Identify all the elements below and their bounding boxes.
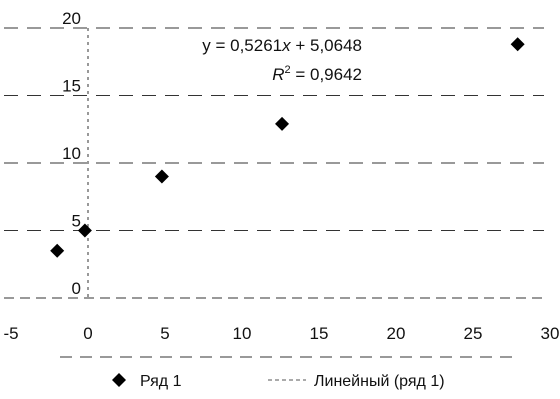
r-squared-value: = 0,9642 [291, 65, 362, 84]
r-squared-label: R2 = 0,9642 [272, 64, 362, 84]
equation-variable: x [281, 36, 291, 55]
legend-series-label: Ряд 1 [140, 373, 182, 390]
legend-marker-icon [112, 373, 126, 387]
x-tick-label: 10 [233, 324, 252, 343]
trendline-equation: y = 0,5261x + 5,0648 [202, 36, 362, 55]
y-tick-label: 15 [62, 77, 81, 96]
legend-trendline-label: Линейный (ряд 1) [314, 373, 445, 390]
equation-slope: y = 0,5261 [202, 36, 282, 55]
data-point [50, 243, 65, 258]
y-tick-label: 20 [62, 9, 81, 28]
x-tick-label: 5 [160, 324, 169, 343]
r-squared-symbol: R [272, 65, 284, 84]
y-tick-label: 0 [72, 279, 81, 298]
x-tick-label: -5 [3, 324, 18, 343]
equation-intercept: + 5,0648 [291, 36, 362, 55]
data-point [154, 169, 169, 184]
data-point [275, 116, 290, 131]
data-point [510, 37, 525, 52]
y-tick-label: 5 [72, 212, 81, 231]
y-tick-label: 10 [62, 144, 81, 163]
x-tick-label: 30 [541, 324, 560, 343]
gridlines [4, 27, 544, 358]
data-point [77, 223, 92, 238]
x-tick-label: 0 [83, 324, 92, 343]
legend: Ряд 1 Линейный (ряд 1) [112, 373, 445, 390]
tick-labels: -5 0 5 10 15 20 25 30 0 5 10 15 20 [3, 9, 559, 343]
x-tick-label: 25 [464, 324, 483, 343]
r-squared-superscript: 2 [285, 64, 291, 76]
x-tick-label: 20 [387, 324, 406, 343]
x-tick-label: 15 [310, 324, 329, 343]
data-points [50, 37, 525, 258]
